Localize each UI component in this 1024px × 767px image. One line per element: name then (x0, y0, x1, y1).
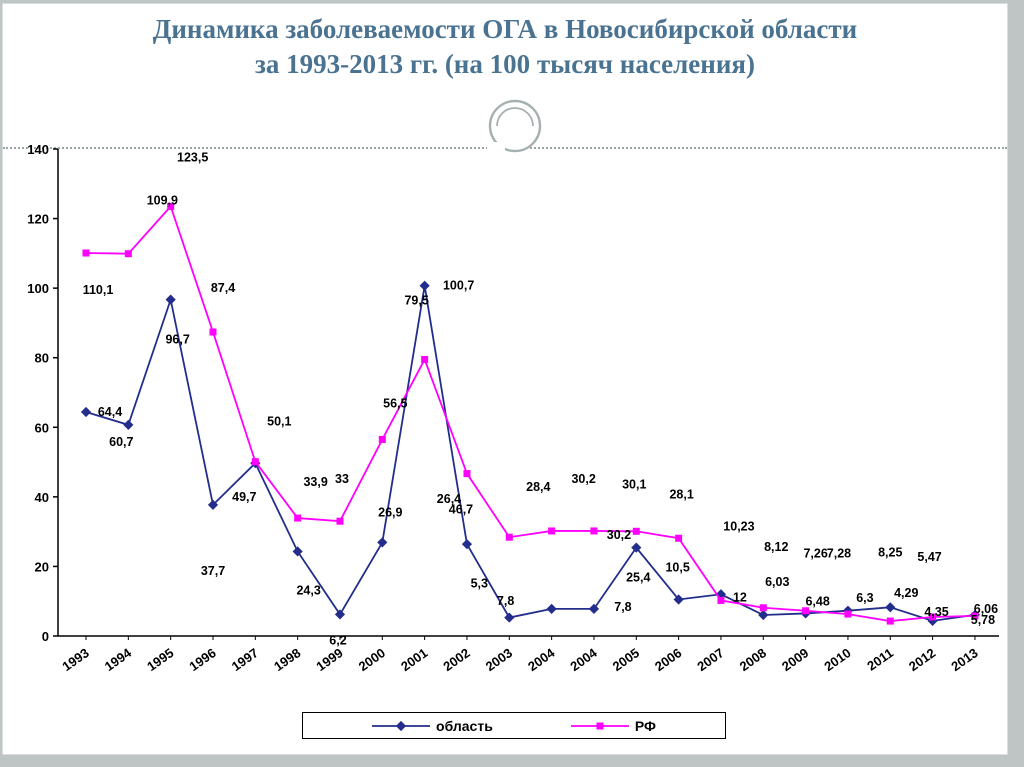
svg-text:2010: 2010 (821, 645, 853, 674)
svg-text:33,9: 33,9 (303, 475, 327, 489)
svg-text:0: 0 (42, 629, 49, 644)
svg-text:2011: 2011 (864, 645, 896, 673)
title-line-2: за 1993-2013 гг. (на 100 тысяч населения… (255, 49, 755, 80)
chart-legend: область РФ (302, 712, 726, 739)
ring-emblem-icon (487, 99, 542, 154)
svg-text:1999: 1999 (313, 645, 345, 674)
square-marker-icon (570, 722, 629, 729)
svg-text:6,03: 6,03 (765, 575, 789, 589)
svg-text:2013: 2013 (948, 645, 980, 674)
svg-text:87,4: 87,4 (211, 281, 235, 295)
svg-text:80: 80 (35, 351, 49, 366)
svg-text:5,47: 5,47 (917, 550, 941, 564)
svg-text:2001: 2001 (398, 645, 430, 674)
svg-text:8,12: 8,12 (764, 540, 788, 554)
svg-text:2007: 2007 (694, 645, 726, 674)
svg-text:1993: 1993 (59, 645, 91, 674)
svg-text:5,3: 5,3 (471, 577, 488, 591)
axes (57, 149, 999, 637)
svg-text:1994: 1994 (102, 645, 135, 674)
svg-text:140: 140 (27, 142, 49, 157)
svg-text:2012: 2012 (906, 645, 938, 674)
svg-text:7,8: 7,8 (614, 600, 631, 614)
svg-text:2008: 2008 (737, 645, 769, 674)
page-title: Динамика заболеваемости ОГА в Новосибирс… (3, 12, 1007, 82)
svg-text:7,28: 7,28 (827, 547, 851, 561)
svg-text:33: 33 (335, 472, 349, 486)
svg-text:2009: 2009 (779, 645, 811, 674)
svg-text:26,9: 26,9 (378, 505, 402, 519)
svg-text:60,7: 60,7 (109, 435, 133, 449)
svg-text:6,2: 6,2 (329, 633, 346, 647)
svg-text:64,4: 64,4 (98, 405, 122, 419)
svg-text:2000: 2000 (356, 645, 388, 674)
series-1-data-labels: 110,1 109,9 123,5 87,4 50,1 33,9 33 56,5 79,5 46,… (83, 150, 995, 626)
svg-text:46,7: 46,7 (449, 503, 473, 517)
svg-text:2002: 2002 (440, 645, 472, 674)
svg-text:37,7: 37,7 (201, 564, 225, 578)
legend-label-0: область (436, 717, 493, 734)
svg-text:10,23: 10,23 (723, 519, 754, 533)
svg-text:120: 120 (27, 212, 49, 227)
diamond-marker-icon (372, 720, 431, 731)
svg-text:1995: 1995 (144, 645, 176, 674)
svg-text:30,2: 30,2 (571, 472, 595, 486)
legend-item-1: РФ (570, 717, 656, 734)
svg-text:60: 60 (35, 420, 49, 435)
svg-text:4,35: 4,35 (924, 605, 948, 619)
svg-text:79,5: 79,5 (404, 293, 428, 307)
svg-text:28,4: 28,4 (526, 480, 550, 494)
svg-text:7,8: 7,8 (497, 594, 514, 608)
svg-text:10,5: 10,5 (665, 560, 689, 574)
svg-text:100,7: 100,7 (443, 279, 474, 293)
svg-text:4,29: 4,29 (894, 586, 918, 600)
slide: Динамика заболеваемости ОГА в Новосибирс… (2, 3, 1008, 755)
svg-text:2006: 2006 (652, 645, 684, 674)
svg-text:30,1: 30,1 (622, 477, 646, 491)
svg-text:1996: 1996 (186, 645, 218, 674)
svg-text:123,5: 123,5 (177, 150, 208, 164)
svg-text:7,26: 7,26 (803, 547, 827, 561)
y-axis-labels: 0 20 40 60 80 100 120 140 (27, 142, 58, 644)
svg-text:1998: 1998 (271, 645, 303, 674)
legend-label-1: РФ (634, 717, 656, 734)
svg-text:30,2: 30,2 (607, 528, 631, 542)
svg-text:109,9: 109,9 (147, 194, 178, 208)
svg-text:96,7: 96,7 (165, 333, 189, 347)
svg-text:28,1: 28,1 (669, 487, 693, 501)
title-line-1: Динамика заболеваемости ОГА в Новосибирс… (152, 14, 858, 44)
svg-text:5,78: 5,78 (971, 613, 995, 627)
legend-item-0: область (372, 718, 493, 734)
svg-text:6,3: 6,3 (856, 591, 873, 605)
svg-text:12: 12 (733, 590, 747, 604)
svg-text:40: 40 (35, 490, 49, 505)
svg-text:6,06: 6,06 (974, 602, 998, 616)
series-0-data-labels: 64,4 60,7 96,7 37,7 49,7 24,3 6,2 26,9 100,7 26,4… (98, 279, 998, 648)
series-1-line (82, 202, 979, 625)
svg-text:49,7: 49,7 (232, 490, 256, 504)
svg-text:2003: 2003 (483, 645, 515, 674)
svg-text:2004: 2004 (567, 645, 600, 674)
svg-text:8,25: 8,25 (878, 545, 902, 559)
svg-text:100: 100 (27, 281, 49, 296)
svg-text:56,5: 56,5 (383, 396, 407, 410)
svg-text:6,48: 6,48 (805, 594, 829, 608)
svg-text:25,4: 25,4 (626, 571, 650, 585)
svg-text:2004: 2004 (525, 645, 558, 674)
svg-text:24,3: 24,3 (296, 583, 320, 597)
svg-text:110,1: 110,1 (83, 283, 114, 297)
svg-text:20: 20 (35, 559, 49, 574)
svg-text:1997: 1997 (229, 645, 261, 674)
svg-text:2005: 2005 (610, 645, 642, 674)
x-axis-labels: 1993 1994 1995 1996 1997 1998 1999 2000 2001 2002… (59, 636, 981, 674)
svg-text:26,4: 26,4 (437, 492, 461, 506)
svg-text:50,1: 50,1 (267, 415, 291, 429)
